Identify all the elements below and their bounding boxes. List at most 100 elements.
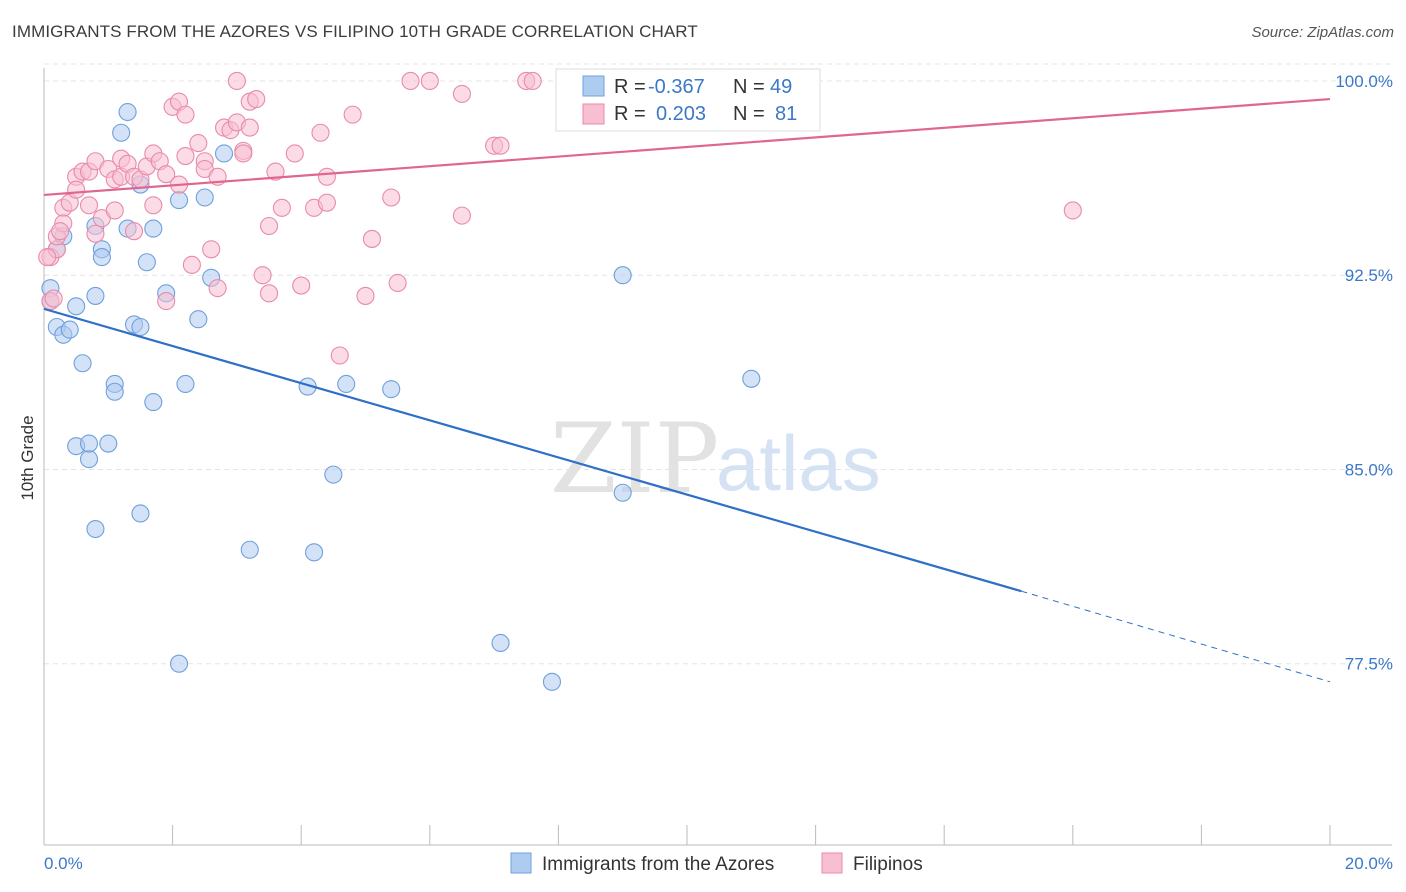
azores-point-42 — [305, 543, 324, 562]
bottom-legend: Immigrants from the Azores Filipinos — [510, 852, 923, 875]
legend-swatch-azores — [582, 75, 605, 97]
filipinos-point-73 — [491, 136, 510, 155]
legend-n-value-2: 81 — [775, 103, 797, 125]
azores-point-6 — [60, 320, 79, 339]
filipinos-point-67 — [388, 273, 407, 293]
filipinos-point-36 — [189, 134, 208, 153]
filipinos-point-61 — [317, 167, 336, 186]
legend-n-label-1: N = — [733, 76, 765, 98]
azores-point-12 — [92, 248, 111, 267]
filipinos-point-22 — [124, 222, 144, 241]
filipinos-point-41 — [208, 279, 227, 298]
y-tick-label-1: 85.0% — [1345, 460, 1393, 479]
source-label: Source: ZipAtlas.com — [1251, 24, 1394, 41]
azores-point-7 — [67, 297, 86, 316]
filipinos-point-62 — [330, 346, 349, 365]
filipinos-point-39 — [202, 240, 221, 259]
filipinos-point-44 — [227, 71, 246, 90]
filipinos-point-77 — [1063, 201, 1082, 220]
azores-point-39 — [337, 374, 356, 394]
azores-point-45 — [542, 672, 562, 691]
filipinos-point-78 — [38, 248, 57, 267]
legend-r-label-1: R = — [614, 76, 646, 98]
filipinos-point-48 — [240, 118, 259, 137]
filipinos-point-57 — [292, 276, 311, 295]
filipinos-point-13 — [86, 224, 105, 243]
legend-r-label-2: R = — [614, 103, 646, 125]
filipinos-point-64 — [362, 229, 381, 248]
azores-point-10 — [86, 286, 105, 305]
filipinos-point-80 — [51, 222, 70, 241]
series-filipinos — [38, 71, 1082, 365]
filipinos-point-65 — [356, 286, 375, 305]
azores-point-15 — [112, 123, 131, 142]
x-tick-labels: 0.0% 20.0% — [44, 854, 1393, 873]
watermark-atlas: atlas — [716, 419, 881, 507]
filipinos-point-63 — [343, 105, 362, 124]
filipinos-point-8 — [67, 180, 86, 199]
x-tick-label-0: 0.0% — [44, 854, 83, 873]
filipinos-point-71 — [452, 206, 472, 225]
azores-point-41 — [324, 465, 343, 484]
filipinos-point-70 — [452, 84, 472, 103]
azores-point-27 — [189, 310, 208, 329]
legend-swatch-filipinos — [582, 103, 605, 125]
azores-point-35 — [86, 519, 105, 539]
filipinos-point-28 — [157, 165, 176, 184]
trend-line-azores — [43, 307, 1022, 593]
filipinos-point-79 — [44, 289, 63, 308]
filipinos-point-69 — [420, 71, 439, 90]
filipinos-point-17 — [105, 201, 124, 220]
trend-line-azores-extension — [1021, 590, 1331, 683]
azores-point-44 — [169, 654, 189, 673]
legend-n-label-2: N = — [733, 103, 765, 125]
axes — [43, 68, 1392, 846]
filipinos-point-50 — [247, 90, 266, 109]
filipinos-point-26 — [144, 196, 163, 215]
azores-point-47 — [613, 483, 632, 502]
filipinos-point-47 — [234, 144, 253, 163]
filipinos-point-66 — [382, 188, 401, 207]
filipinos-point-54 — [272, 198, 291, 217]
azores-point-8 — [73, 354, 92, 373]
y-tick-labels: 77.5% 85.0% 92.5% 100.0% — [1335, 72, 1393, 674]
azores-point-28 — [195, 188, 214, 207]
chart-title: IMMIGRANTS FROM THE AZORES VS FILIPINO 1… — [12, 22, 698, 41]
filipinos-point-34 — [176, 105, 195, 124]
azores-point-46 — [613, 266, 632, 285]
filipinos-point-52 — [259, 216, 279, 236]
azores-point-34 — [99, 434, 118, 453]
bottom-legend-label-filipinos: Filipinos — [853, 854, 923, 875]
filipinos-point-33 — [176, 147, 195, 166]
y-tick-label-2: 92.5% — [1345, 266, 1393, 285]
y-tick-label-0: 77.5% — [1345, 655, 1393, 674]
azores-point-48 — [742, 369, 761, 388]
bottom-legend-swatch-azores — [510, 852, 532, 874]
filipinos-point-60 — [317, 193, 336, 212]
azores-point-43 — [491, 633, 510, 653]
filipinos-point-56 — [285, 144, 304, 163]
legend-r-value-1: -0.367 — [648, 76, 705, 98]
trend-line-filipinos — [43, 97, 1331, 197]
bottom-legend-label-azores: Immigrants from the Azores — [542, 854, 774, 875]
filipinos-point-59 — [311, 123, 330, 142]
azores-point-16 — [118, 102, 137, 122]
azores-point-14 — [105, 382, 124, 401]
azores-point-22 — [144, 219, 163, 238]
filipinos-point-35 — [182, 255, 201, 274]
azores-point-33 — [79, 434, 99, 453]
filipinos-point-75 — [523, 71, 542, 90]
azores-point-36 — [131, 504, 150, 523]
azores-point-32 — [79, 450, 99, 469]
watermark: ZIP atlas — [550, 403, 881, 515]
y-axis-title: 10th Grade — [18, 415, 37, 500]
azores-point-21 — [137, 253, 156, 272]
azores-point-26 — [176, 374, 195, 394]
y-tick-label-3: 100.0% — [1335, 72, 1393, 91]
filipinos-point-68 — [401, 71, 420, 90]
filipinos-point-11 — [79, 196, 99, 215]
bottom-legend-swatch-filipinos — [821, 852, 843, 874]
azores-point-30 — [214, 144, 234, 163]
azores-point-23 — [144, 393, 163, 412]
